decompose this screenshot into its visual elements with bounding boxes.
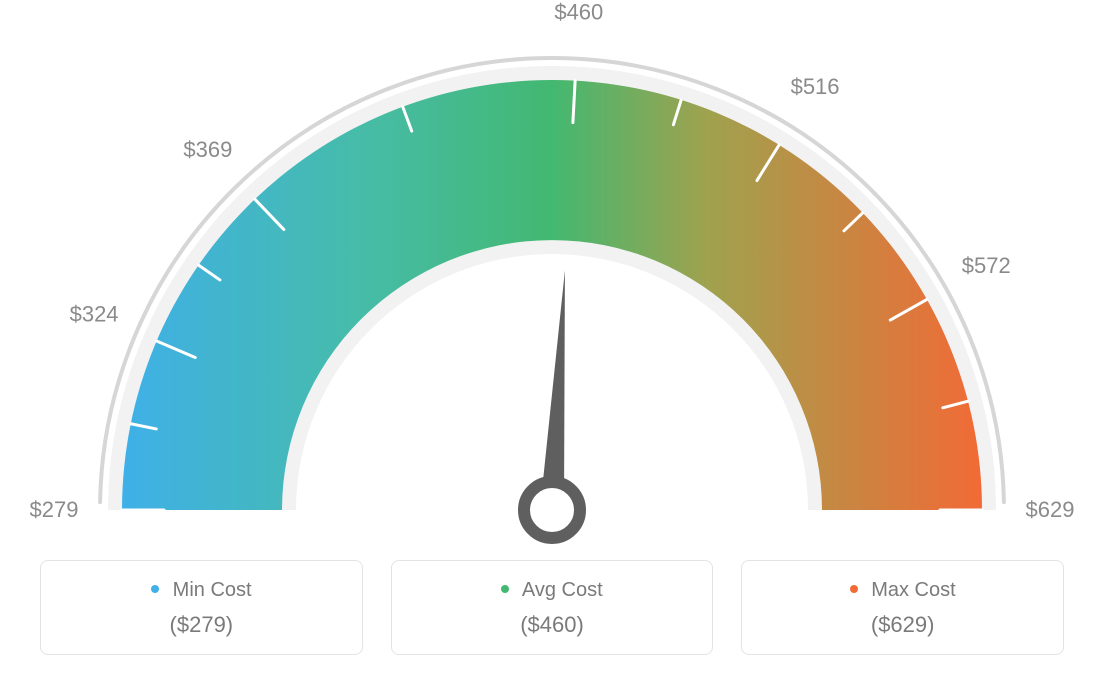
legend-label-avg: Avg Cost — [522, 579, 603, 601]
gauge-tick-label: $516 — [791, 74, 840, 99]
gauge-tick-label: $629 — [1026, 497, 1075, 522]
legend-label-min: Min Cost — [173, 579, 252, 601]
legend-value-avg: ($460) — [402, 612, 703, 638]
gauge-tick-label: $572 — [962, 253, 1011, 278]
gauge-tick-label: $460 — [554, 0, 603, 25]
legend-row: Min Cost ($279) Avg Cost ($460) Max Cost… — [0, 560, 1104, 675]
gauge-needle — [540, 270, 565, 510]
dot-avg-icon — [501, 585, 509, 593]
legend-title-min: Min Cost — [51, 579, 352, 602]
gauge-needle-hub — [524, 482, 580, 538]
legend-label-max: Max Cost — [871, 579, 955, 601]
legend-card-avg: Avg Cost ($460) — [391, 560, 714, 655]
dot-max-icon — [850, 585, 858, 593]
dot-min-icon — [151, 585, 159, 593]
legend-value-min: ($279) — [51, 612, 352, 638]
gauge-tick-label: $324 — [70, 301, 119, 326]
legend-title-avg: Avg Cost — [402, 579, 703, 602]
legend-card-max: Max Cost ($629) — [741, 560, 1064, 655]
gauge-svg: $279 $324 $369 $460 $516 $572 $629 — [0, 0, 1104, 560]
gauge-chart: $279 $324 $369 $460 $516 $572 $629 — [0, 0, 1104, 560]
legend-title-max: Max Cost — [752, 579, 1053, 602]
gauge-tick-label: $279 — [30, 497, 79, 522]
legend-card-min: Min Cost ($279) — [40, 560, 363, 655]
legend-value-max: ($629) — [752, 612, 1053, 638]
gauge-tick-label: $369 — [183, 137, 232, 162]
